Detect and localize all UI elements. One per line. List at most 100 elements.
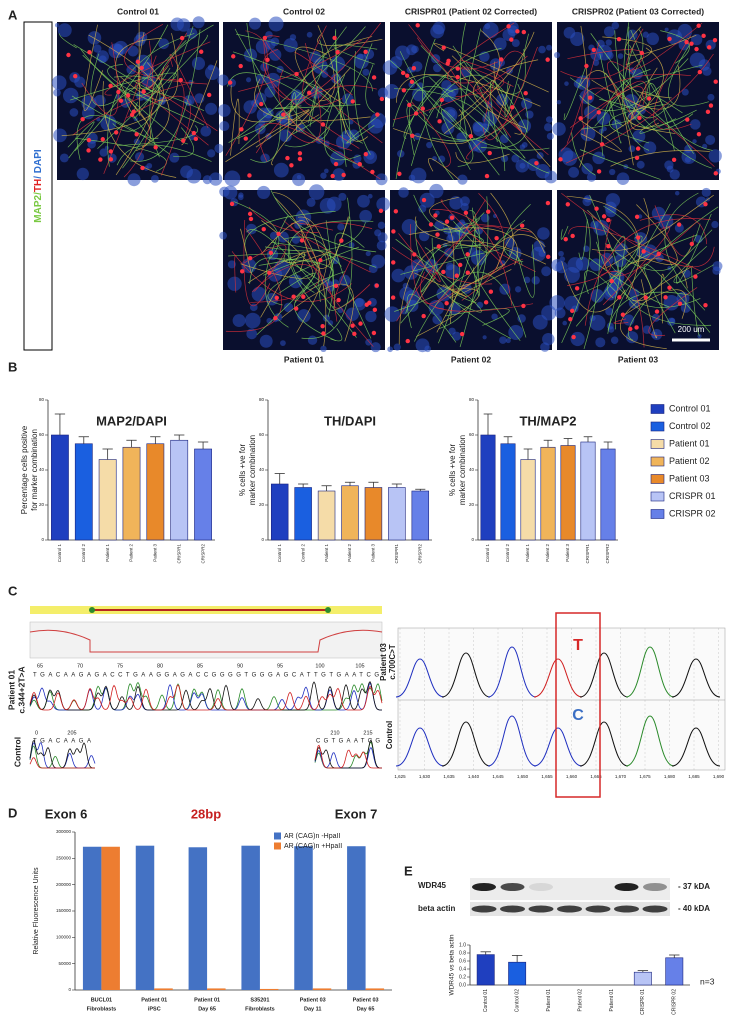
nucleus — [628, 145, 636, 153]
neurite — [346, 113, 381, 144]
legend-label: Patient 01 — [669, 438, 710, 448]
nucleus — [559, 256, 566, 262]
nucleus — [320, 172, 327, 179]
th-cell — [667, 285, 672, 290]
nucleus — [205, 102, 218, 115]
nucleus — [707, 93, 715, 101]
neurite — [610, 150, 710, 167]
nucleus — [59, 153, 69, 163]
nucleus — [689, 52, 706, 68]
neurite — [566, 195, 640, 300]
bar — [365, 988, 385, 990]
th-cell — [153, 145, 158, 150]
nucleus — [426, 141, 433, 149]
neurite — [283, 251, 332, 263]
y-tick-label: 50000 — [58, 961, 71, 966]
th-cell — [677, 301, 683, 306]
micrograph — [549, 187, 723, 350]
nucleus — [338, 192, 347, 201]
ruler-label: 210 — [330, 730, 339, 736]
nucleus — [186, 168, 202, 184]
error-bar — [321, 485, 332, 491]
nucleus — [598, 128, 604, 134]
nucleus — [326, 196, 342, 212]
image-title: CRISPR01 (Patient 02 Corrected) — [405, 6, 537, 16]
neurite — [227, 72, 330, 113]
panel-label: E — [404, 863, 413, 878]
nucleus — [374, 229, 382, 237]
nucleus — [266, 317, 273, 324]
sequence: CGTGAATCG — [316, 739, 380, 745]
nucleus — [514, 286, 522, 293]
th-cell — [265, 57, 270, 63]
neurite — [458, 222, 521, 342]
neurite — [260, 220, 309, 255]
neurite — [599, 53, 622, 144]
neurite — [116, 144, 212, 166]
x-axis-label: 1,640 — [468, 774, 480, 779]
neurite — [70, 72, 177, 101]
th-cell — [371, 330, 377, 336]
nucleus — [370, 342, 381, 353]
th-cell — [364, 302, 369, 307]
ruler-label: 70 — [77, 663, 83, 669]
legend-label: CRISPR 01 — [669, 491, 716, 501]
th-cell — [641, 249, 646, 254]
th-cell — [80, 116, 85, 122]
th-cell — [654, 309, 660, 314]
nucleus — [224, 170, 241, 187]
th-cell — [635, 235, 641, 240]
image-title: Control 01 — [117, 6, 159, 16]
band — [529, 883, 553, 891]
neurite — [103, 76, 141, 175]
nucleus — [99, 148, 108, 157]
neurite — [255, 85, 377, 154]
th-cell — [441, 45, 446, 50]
ruler-label: 100 — [315, 663, 324, 669]
neurite — [391, 246, 493, 285]
neurite — [231, 251, 353, 303]
nucleus — [192, 16, 205, 29]
neurite — [107, 33, 195, 167]
nucleus — [554, 307, 566, 319]
nucleus — [521, 142, 528, 148]
neurite — [294, 51, 353, 96]
th-cell — [258, 101, 264, 107]
th-cell — [129, 112, 135, 117]
nucleus — [365, 251, 371, 257]
neurite — [406, 99, 520, 141]
nucleus — [508, 246, 522, 260]
x-axis-label: 1,655 — [541, 774, 553, 779]
band — [528, 905, 554, 913]
neurite — [636, 204, 678, 265]
error-bar — [274, 473, 285, 484]
neurite — [607, 291, 691, 334]
neurite — [624, 289, 687, 319]
nucleus — [551, 258, 564, 272]
band — [500, 883, 525, 891]
nucleus — [663, 294, 680, 311]
nucleus — [365, 338, 373, 346]
nucleus — [617, 53, 624, 59]
nucleus — [592, 151, 605, 165]
neurite — [589, 194, 619, 273]
neurite — [250, 114, 281, 163]
th-cell — [694, 46, 699, 52]
th-cell — [352, 331, 357, 337]
nucleus — [664, 27, 669, 32]
y-axis-label: % cells +ve for — [448, 444, 457, 497]
ruler-label: 95 — [277, 663, 283, 669]
th-cell — [696, 23, 701, 28]
neurite — [459, 192, 514, 288]
nucleus — [394, 45, 410, 61]
nucleus — [480, 213, 490, 223]
trace-label: Patient 03 — [379, 643, 388, 681]
bar — [146, 443, 165, 541]
neurite — [566, 42, 600, 144]
th-cell — [238, 63, 243, 69]
bar — [508, 961, 527, 986]
nucleus — [457, 174, 468, 185]
neurite — [318, 254, 342, 302]
neurite — [497, 84, 511, 120]
trace-label: Control — [385, 721, 394, 749]
